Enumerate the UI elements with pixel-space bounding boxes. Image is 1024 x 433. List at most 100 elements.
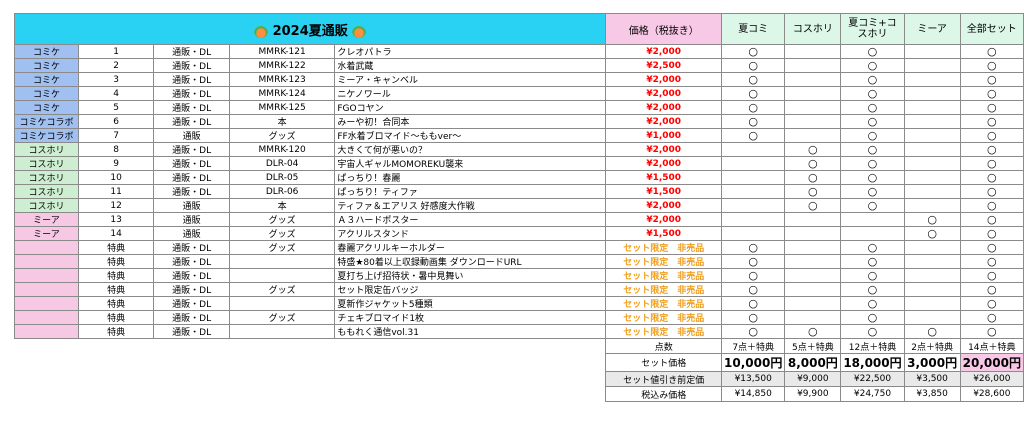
category-cell: ミーア [14,212,79,227]
set-mark-cell: ○ [721,128,786,143]
tax-price-label: 税込み価格 [605,386,723,402]
item-name-cell: ミーア・キャンベル [334,72,607,87]
set-mark-cell: ○ [959,58,1024,73]
shipping-cell: 通販・DL [153,86,230,101]
set-mark-cell: ○ [840,310,905,325]
spacer-cell [15,339,606,354]
item-code-cell [228,296,336,311]
price-cell: ¥2,000 [605,72,723,87]
table-row: コミケ 5 通販・DL MMRK-125 FGOコヤン ¥2,000 ○ ○ ○ [14,100,1024,115]
set-mark-cell: ○ [903,324,961,339]
set-mark-cell: ○ [840,86,905,101]
table-row: 特典 通販・DL グッズ チェキブロマイド1枚 セット限定 非売品 ○ ○ ○ [14,310,1024,325]
shipping-cell: 通販・DL [153,184,230,199]
item-number-cell: 5 [77,100,155,115]
spacer-cell [15,387,606,402]
shipping-cell: 通販・DL [153,282,230,297]
item-name-cell: 水着武蔵 [334,58,607,73]
shipping-cell: 通販・DL [153,254,230,269]
set-mark-cell [784,310,842,325]
item-code-cell: 本 [228,114,336,129]
count-value: 5点＋特典 [784,338,842,354]
shipping-cell: 通販・DL [153,310,230,325]
shipping-cell: 通販 [153,212,230,227]
footer-row: 点数 7点＋特典 5点＋特典 12点＋特典 2点＋特典 14点＋特典 [15,338,1024,354]
shipping-cell: 通販 [153,226,230,241]
item-name-cell: ぱっちり！春麗 [334,170,607,185]
set-mark-cell [903,142,961,157]
set-mark-cell: ○ [959,170,1024,185]
item-name-cell: Ａ３ハードポスター [334,212,607,227]
set-header-natsukomi-kosuhori: 夏コミ+コスホリ [840,13,905,45]
set-mark-cell [784,100,842,115]
set-mark-cell [784,268,842,283]
item-name-cell: チェキブロマイド1枚 [334,310,607,325]
table-row: コスホリ 9 通販・DL DLR-04 宇宙人ギャルMOMOREKU襲来 ¥2,000 ○ ○… [14,156,1024,171]
table-row: 特典 通販・DL ももれく通信vol.31 セット限定 非売品 ○ ○ ○ ○ ○ [14,324,1024,339]
item-code-cell: DLR-05 [228,170,336,185]
set-mark-cell [784,114,842,129]
set-mark-cell: ○ [840,156,905,171]
item-name-cell: ぱっちり！ティファ [334,184,607,199]
set-mark-cell: ○ [784,198,842,213]
set-mark-cell: ○ [721,58,786,73]
set-price-table: 2024夏通販 価格（税抜き） 夏コミ コスホリ 夏コミ+コスホリ ミーア 全部… [13,13,1024,402]
item-name-cell: 宇宙人ギャルMOMOREKU襲来 [334,156,607,171]
category-cell [14,282,79,297]
set-mark-cell: ○ [959,100,1024,115]
table-row: 特典 通販・DL 特盛★80着以上収録動画集 ダウンロードURL セット限定 非売品 ○… [14,254,1024,269]
set-mark-cell [721,156,786,171]
item-code-cell: DLR-06 [228,184,336,199]
set-mark-cell: ○ [721,86,786,101]
item-number-cell: 特典 [77,268,155,283]
item-code-cell: 本 [228,198,336,213]
item-number-cell: 14 [77,226,155,241]
set-mark-cell: ○ [840,268,905,283]
item-number-cell: 4 [77,86,155,101]
table-row: コスホリ 8 通販・DL MMRK-120 大きくて何が悪いの？ ¥2,000 ○ ○ ○ [14,142,1024,157]
list-price-value: ¥3,500 [903,371,961,387]
item-name-cell: ティファ＆エアリス 好感度大作戦 [334,198,607,213]
item-number-cell: 3 [77,72,155,87]
table-row: コスホリ 12 通販本ティファ＆エアリス 好感度大作戦 ¥2,000 ○ ○ ○ [14,198,1024,213]
set-mark-cell: ○ [840,324,905,339]
set-mark-cell [784,128,842,143]
set-mark-cell [784,72,842,87]
tax-price-value: ¥14,850 [721,386,786,402]
price-cell: ¥2,000 [605,114,723,129]
price-cell: セット限定 非売品 [605,268,723,283]
set-mark-cell: ○ [721,100,786,115]
set-mark-cell: ○ [840,170,905,185]
set-price-value: 10,000円 [721,353,786,372]
shipping-cell: 通販・DL [153,156,230,171]
item-number-cell: 特典 [77,254,155,269]
category-cell [14,240,79,255]
item-number-cell: 7 [77,128,155,143]
set-mark-cell: ○ [959,44,1024,59]
item-number-cell: 特典 [77,324,155,339]
set-price-value: 3,000円 [903,353,961,372]
set-mark-cell [903,240,961,255]
shipping-cell: 通販 [153,198,230,213]
category-cell: コスホリ [14,170,79,185]
item-code-cell: グッズ [228,128,336,143]
watermelon-icon [352,24,367,38]
set-mark-cell: ○ [959,310,1024,325]
category-cell: コミケコラボ [14,114,79,129]
item-number-cell: 特典 [77,296,155,311]
table-row: コミケ 2 通販・DL MMRK-122 水着武蔵 ¥2,500 ○ ○ ○ [14,58,1024,73]
watermelon-icon [254,24,269,38]
item-name-cell: 夏打ち上げ招待状・暑中見舞い [334,268,607,283]
shipping-cell: 通販・DL [153,142,230,157]
item-number-cell: 特典 [77,240,155,255]
set-mark-cell: ○ [959,226,1024,241]
set-mark-cell: ○ [721,114,786,129]
spacer-cell [15,354,606,372]
set-mark-cell: ○ [784,170,842,185]
set-mark-cell: ○ [721,282,786,297]
count-value: 12点＋特典 [840,338,905,354]
set-mark-cell [903,170,961,185]
set-mark-cell [903,72,961,87]
set-mark-cell: ○ [840,184,905,199]
item-code-cell: グッズ [228,240,336,255]
